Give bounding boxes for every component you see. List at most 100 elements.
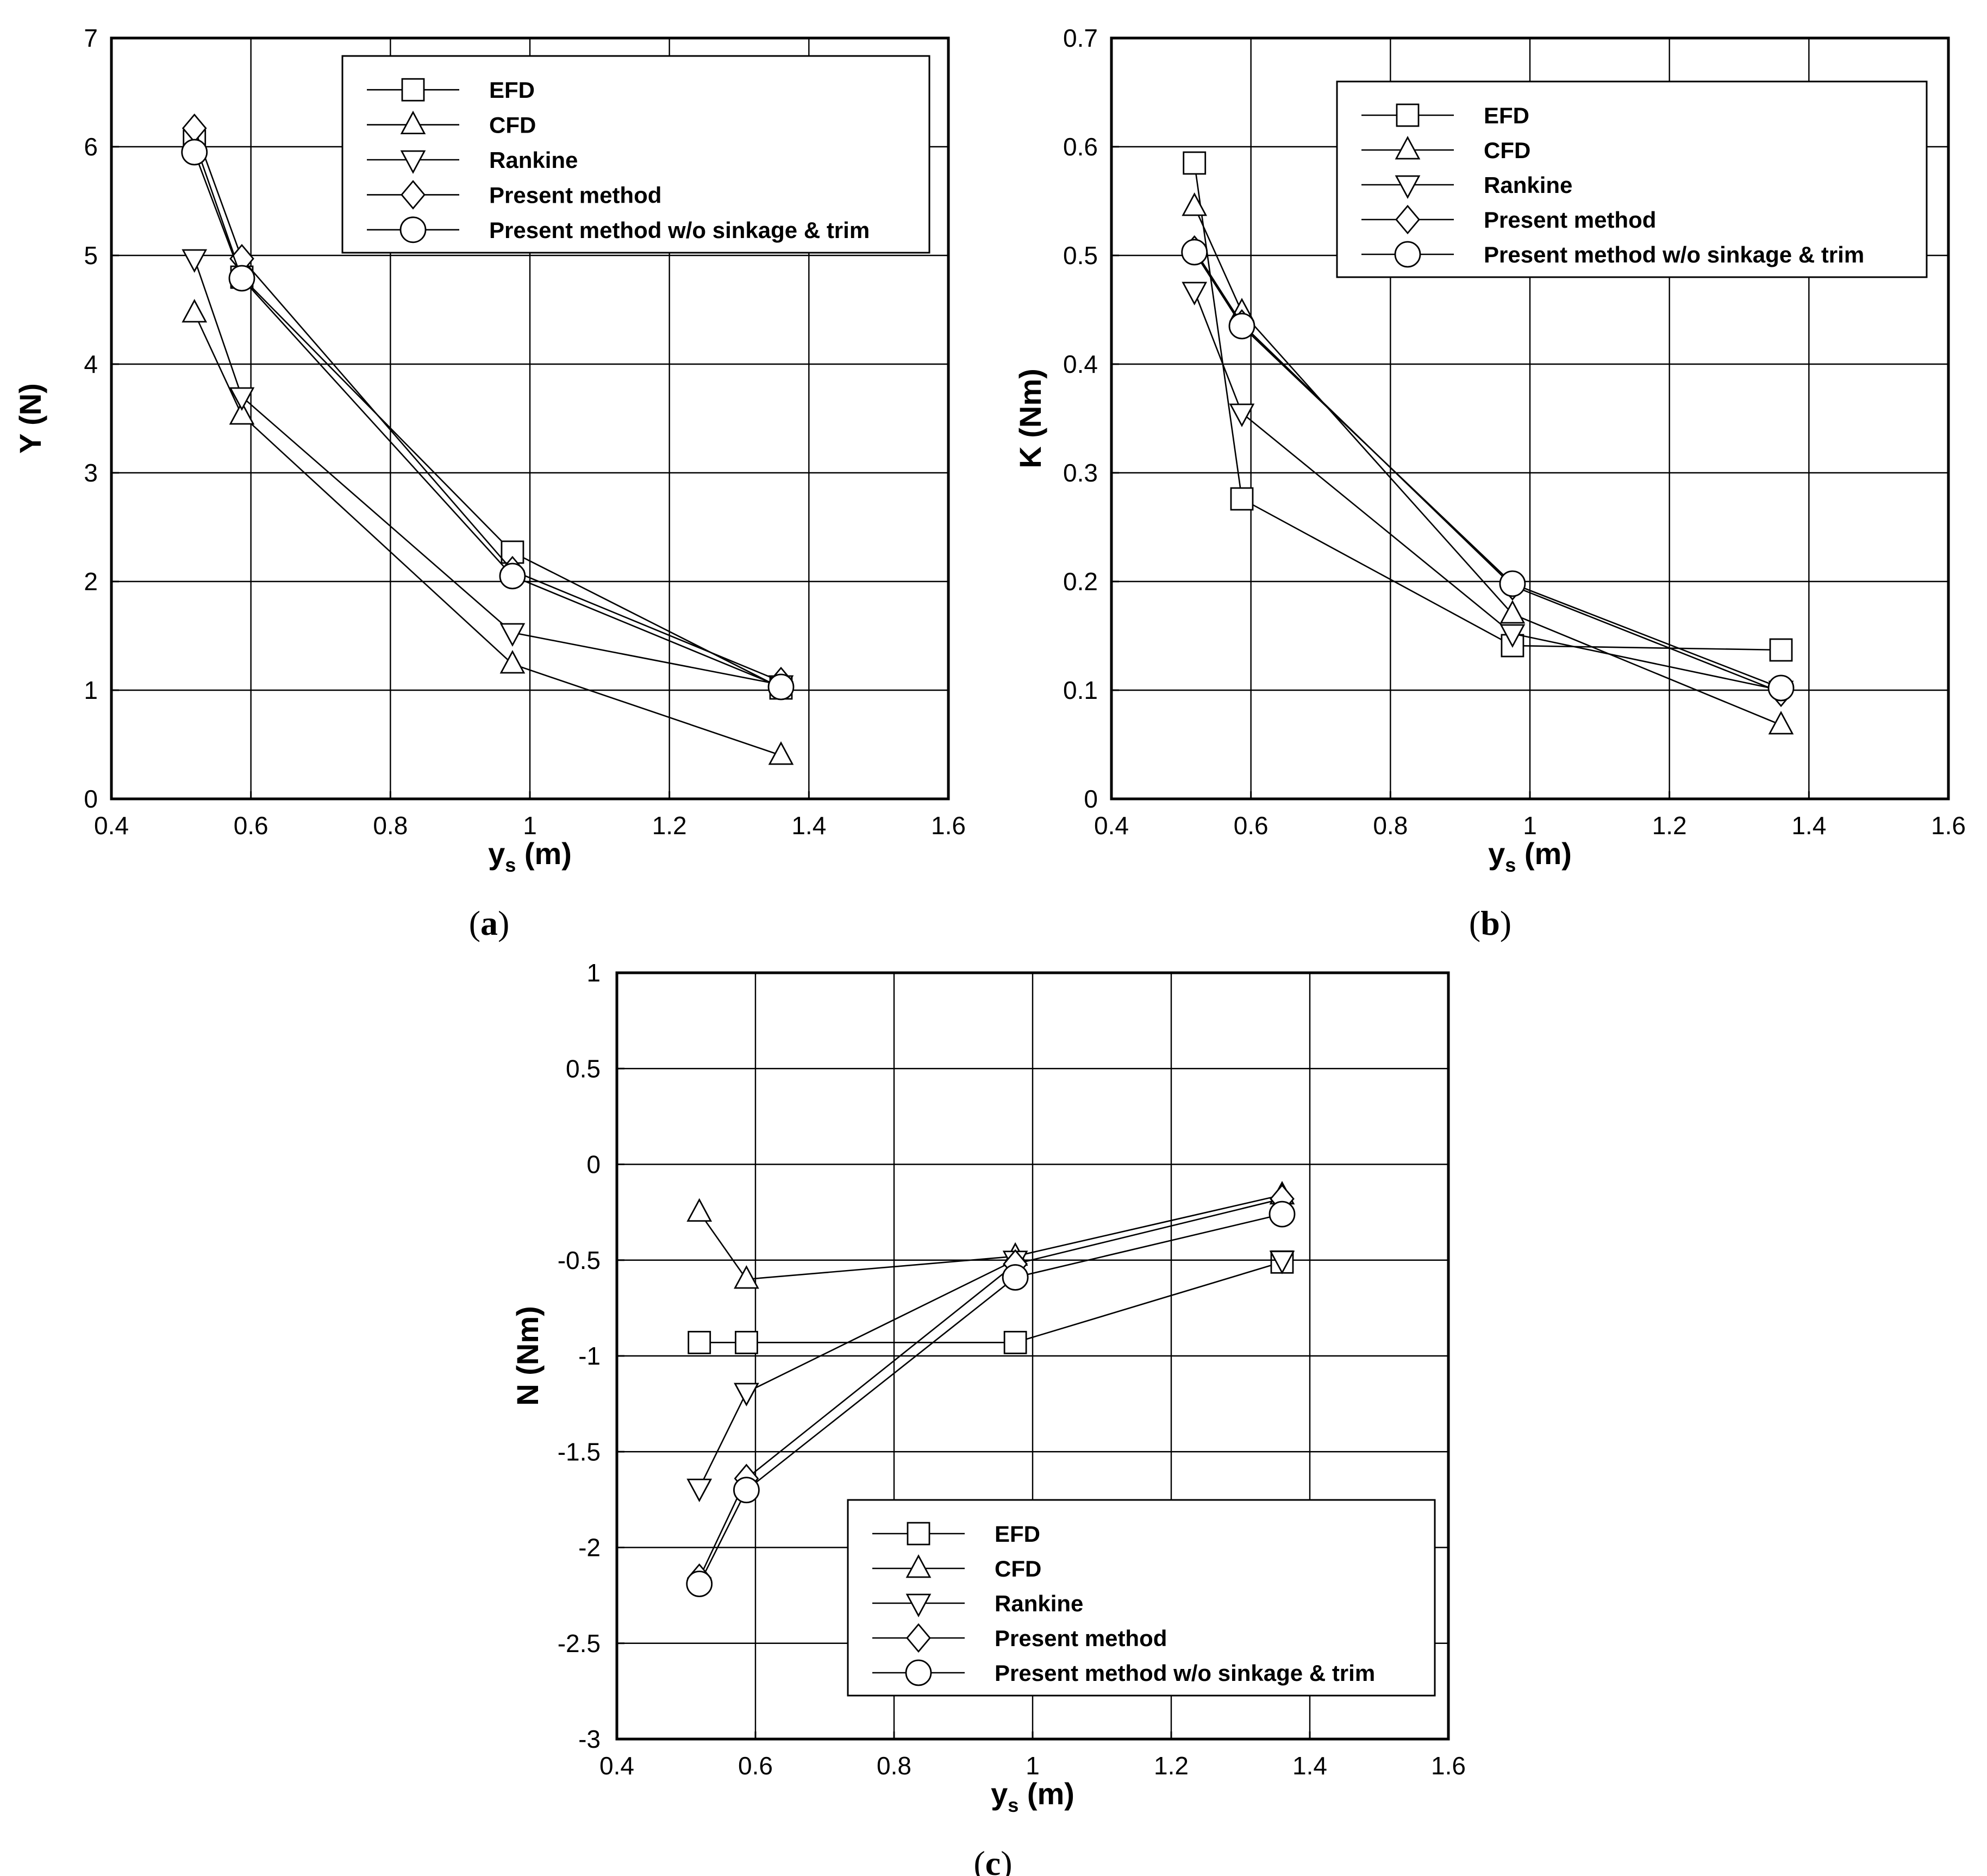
series-line xyxy=(698,1259,1282,1489)
x-tick-label: 0.8 xyxy=(877,1752,911,1780)
y-tick-label: 4 xyxy=(84,350,98,378)
data-point-circle xyxy=(1767,674,1795,702)
legend-label: Present method xyxy=(489,182,661,208)
legend-label: Present method w/o sinkage & trim xyxy=(1484,242,1864,267)
chart-b: 0.4 0.6 0.8 1 1.2 1.4 1.6 0 0.1 0.2 0.3 0.4 0.5 0.6 0.… xyxy=(1013,24,1966,942)
data-point-triangle-down xyxy=(229,387,255,411)
y-tick-label: 2 xyxy=(84,567,98,596)
legend-triangle-down-icon xyxy=(400,150,426,174)
x-tick-label: 1.6 xyxy=(931,811,966,840)
data-point-circle xyxy=(686,1571,713,1597)
data-point-triangle-down xyxy=(1269,1250,1295,1274)
x-tick-label: 1 xyxy=(523,811,537,840)
legend-triangle-down-icon xyxy=(1395,175,1421,199)
y-tick-label: -0.5 xyxy=(558,1246,601,1274)
x-axis-title: ys (m) xyxy=(1488,836,1572,876)
x-tick-label: 1 xyxy=(1523,811,1537,840)
series-line xyxy=(698,1198,1283,1579)
series-rankine xyxy=(686,1250,1295,1503)
data-point-triangle-up xyxy=(1182,192,1208,216)
legend-square-icon xyxy=(401,78,425,102)
data-point-square xyxy=(1003,1330,1027,1354)
x-axis-title: ys (m) xyxy=(991,1777,1074,1816)
legend-triangle-down-icon xyxy=(905,1593,932,1617)
x-tick-label: 0.4 xyxy=(94,811,129,840)
data-point-triangle-down xyxy=(182,249,208,273)
data-point-circle xyxy=(499,562,526,590)
y-tick-label: 6 xyxy=(84,133,98,161)
x-tick-label: 1.6 xyxy=(1931,811,1966,840)
y-tick-label: 1 xyxy=(84,676,98,704)
x-tick-label: 0.6 xyxy=(1234,811,1269,840)
data-point-triangle-up xyxy=(686,1198,713,1222)
legend-label: Present method w/o sinkage & trim xyxy=(995,1660,1375,1686)
legend-label: CFD xyxy=(1484,137,1530,163)
legend-label: Present method xyxy=(995,1625,1167,1651)
data-point-square xyxy=(688,1330,711,1354)
legend-label: CFD xyxy=(995,1556,1041,1581)
data-point-circle xyxy=(1499,570,1526,597)
data-point-circle xyxy=(767,673,795,701)
x-tick-label: 0.4 xyxy=(1094,811,1129,840)
y-axis-title: N (Nm) xyxy=(510,1306,545,1406)
data-point-triangle-up xyxy=(768,741,794,765)
legend: EFD CFD Rankine Present method Present metho… xyxy=(341,55,930,254)
series-line xyxy=(1194,162,1782,651)
series-line xyxy=(1194,252,1782,689)
series-line xyxy=(1194,206,1782,726)
y-tick-label: 0 xyxy=(1084,785,1098,813)
data-point-triangle-up xyxy=(229,401,255,425)
y-axis-title: K (Nm) xyxy=(1013,368,1047,468)
y-tick-label: 0 xyxy=(586,1150,601,1179)
panel-caption: (b) xyxy=(1469,904,1511,942)
y-tick-label: 0.2 xyxy=(1063,567,1098,596)
y-tick-label: -2.5 xyxy=(558,1629,601,1658)
legend-label: EFD xyxy=(489,77,535,103)
data-point-triangle-down xyxy=(1499,624,1526,648)
data-point-circle xyxy=(1269,1200,1296,1228)
data-point-triangle-down xyxy=(1182,282,1208,305)
series-line xyxy=(193,152,782,688)
series-line xyxy=(193,128,782,683)
data-point-triangle-down xyxy=(499,623,526,647)
x-tick-label: 1.2 xyxy=(1154,1752,1189,1780)
data-point-triangle-up xyxy=(1499,600,1526,624)
series-line xyxy=(193,312,782,756)
x-axis-title: ys (m) xyxy=(488,836,572,876)
data-point-square xyxy=(735,1330,758,1354)
y-axis-title: Y (N) xyxy=(13,383,47,454)
data-point-square xyxy=(1230,487,1254,511)
y-tick-label: 7 xyxy=(84,24,98,52)
series-line xyxy=(698,1194,1283,1280)
series-line xyxy=(1194,249,1782,693)
legend-diamond-icon xyxy=(401,180,426,210)
legend-label: Present method xyxy=(1484,207,1656,233)
x-tick-label: 1.2 xyxy=(652,811,687,840)
data-point-circle xyxy=(733,1477,760,1504)
legend-circle-icon xyxy=(1394,241,1421,268)
legend-label: EFD xyxy=(1484,103,1529,128)
y-tick-label: -2 xyxy=(578,1534,601,1562)
y-tick-label: 3 xyxy=(84,459,98,487)
x-tick-label: 0.6 xyxy=(234,811,268,840)
chart-c: 0.4 0.6 0.8 1 1.2 1.4 1.6 -3 -2.5 -2 -1.5 -1 -0.5 0 0.… xyxy=(510,959,1466,1876)
series-present-method-w-o-sinkage-trim xyxy=(1181,239,1795,702)
chart-a: 0.4 0.6 0.8 1 1.2 1.4 1.6 0 1 2 3 4 5 6 7 ys (m) Y (N) EF… xyxy=(13,24,966,942)
data-point-circle xyxy=(228,265,255,292)
legend-label: EFD xyxy=(995,1521,1040,1547)
series-line xyxy=(193,258,782,686)
x-tick-label: 1.2 xyxy=(1652,811,1687,840)
data-point-triangle-up xyxy=(182,299,208,323)
series-cfd xyxy=(1182,192,1794,735)
series-line xyxy=(698,1213,1283,1585)
y-tick-label: 0.7 xyxy=(1063,24,1098,52)
x-tick-label: 1.4 xyxy=(1292,1752,1327,1780)
legend-diamond-icon xyxy=(1395,204,1420,235)
x-tick-label: 0.4 xyxy=(599,1752,634,1780)
y-tick-label: -1.5 xyxy=(558,1437,601,1466)
x-tick-label: 1.4 xyxy=(1791,811,1826,840)
legend-box xyxy=(341,55,930,254)
y-tick-label: 0 xyxy=(84,785,98,813)
y-tick-label: 0.4 xyxy=(1063,350,1098,378)
